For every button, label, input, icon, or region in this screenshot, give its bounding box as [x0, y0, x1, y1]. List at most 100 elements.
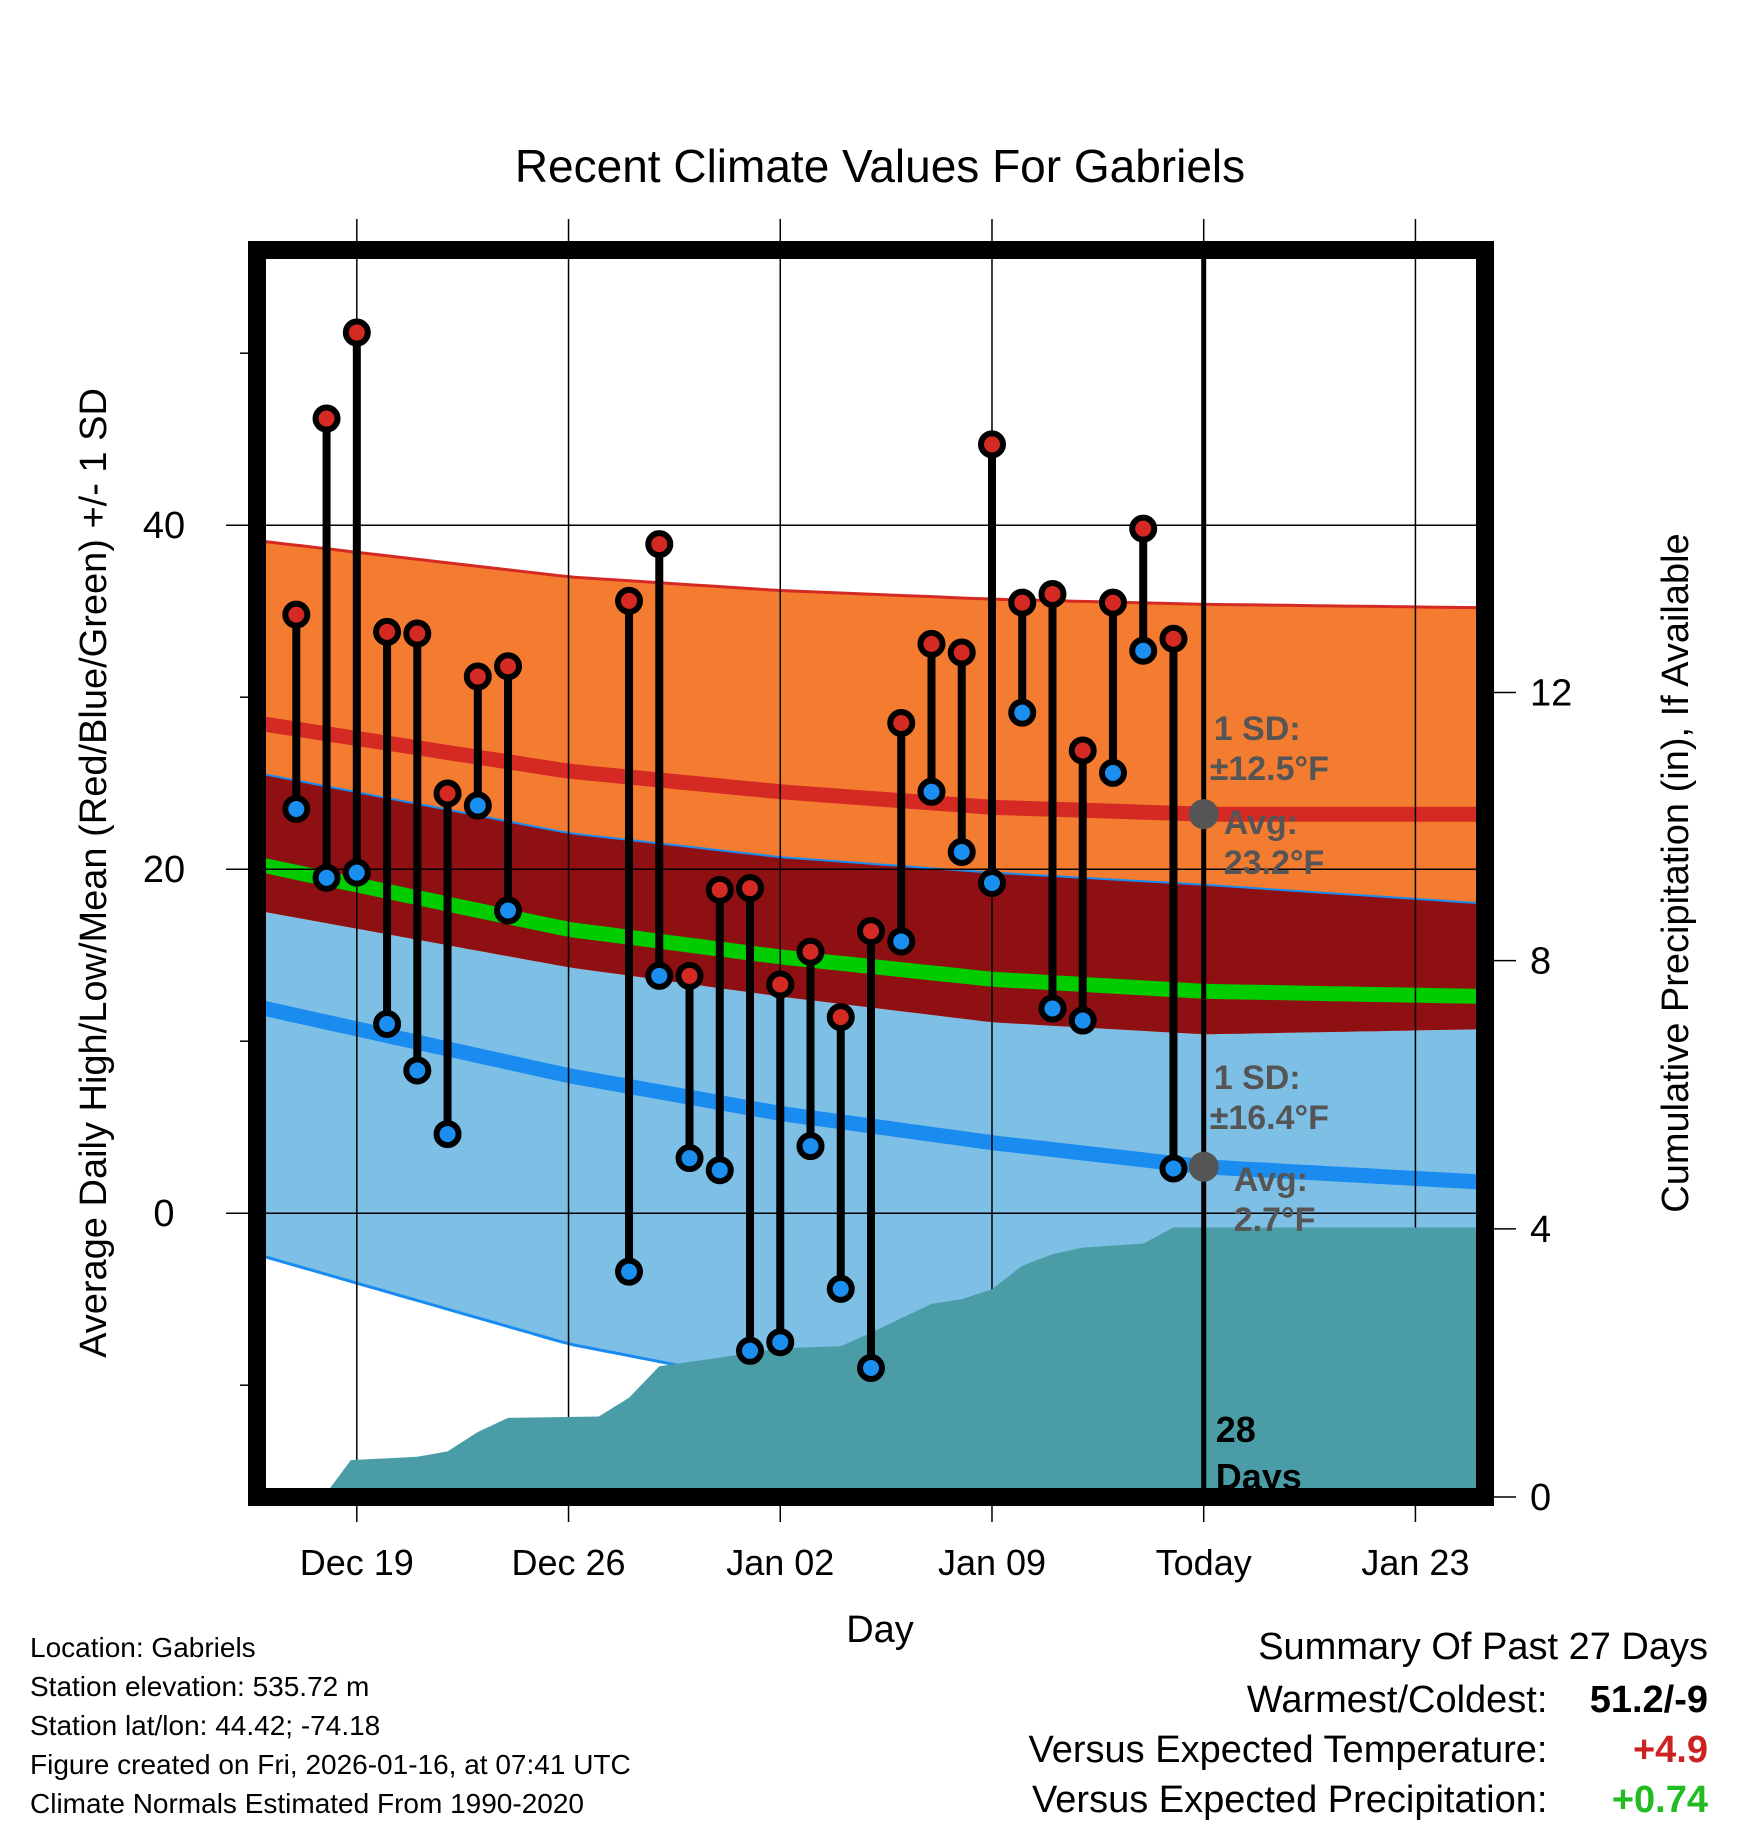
obs-high-point [947, 638, 976, 667]
figure-created: Figure created on Fri, 2026-01-16, at 07… [30, 1749, 631, 1780]
obs-low-point [1038, 994, 1067, 1023]
obs-low-point [1098, 758, 1127, 787]
station-location: Location: Gabriels [30, 1632, 256, 1663]
y-tick-label-left: 0 [153, 1193, 174, 1235]
obs-high-point [857, 917, 885, 946]
obs-high-point [675, 961, 704, 990]
y-axis-label-right: Cumulative Precipitation (in), If Availa… [1655, 533, 1697, 1212]
y-tick-label-right: 8 [1530, 941, 1551, 983]
today-normal-low-marker [1188, 1151, 1219, 1182]
temp-departure-label: Versus Expected Temperature: [1028, 1729, 1548, 1771]
obs-low-point [1068, 1006, 1097, 1035]
high-sd-label: 1 SD: [1214, 710, 1301, 748]
obs-low-point [1008, 698, 1037, 727]
high-avg-label: Avg: [1224, 804, 1298, 842]
precip-departure-value: +0.74 [1611, 1779, 1708, 1821]
obs-low-point [887, 927, 916, 956]
obs-high-point [1068, 736, 1097, 765]
obs-high-point [736, 874, 765, 903]
obs-high-point [494, 652, 523, 681]
obs-low-point [947, 838, 976, 866]
obs-low-point [766, 1328, 795, 1357]
high-sd-value: ±12.5°F [1210, 750, 1329, 788]
low-sd-label: 1 SD: [1214, 1059, 1301, 1097]
obs-high-point [977, 430, 1006, 459]
obs-high-point [705, 875, 734, 904]
obs-low-point [736, 1336, 765, 1365]
obs-low-point [342, 858, 371, 887]
obs-high-point [1008, 588, 1037, 617]
obs-low-point [675, 1144, 704, 1173]
obs-high-point [282, 600, 311, 629]
x-tick-label: Jan 02 [726, 1542, 834, 1583]
high-upper-edge [257, 539, 1483, 610]
obs-low-point [615, 1257, 644, 1286]
y-axis-label-left: Average Daily High/Low/Mean (Red/Blue/Gr… [73, 388, 115, 1358]
x-tick-label: Dec 19 [300, 1542, 414, 1583]
low-avg-label: Avg: [1234, 1161, 1308, 1199]
obs-high-point [766, 970, 795, 999]
precip-departure-label: Versus Expected Precipitation: [1032, 1779, 1548, 1821]
obs-low-point [312, 863, 341, 892]
y-tick-label-right: 0 [1530, 1477, 1551, 1519]
x-axis-label: Day [846, 1609, 914, 1651]
summary-precip-row: Versus Expected Precipitation: +0.74 [1029, 1775, 1708, 1825]
days-count-label: 28 [1216, 1409, 1256, 1450]
obs-low-point [796, 1132, 825, 1161]
obs-low-point [494, 896, 523, 925]
obs-high-point [433, 779, 462, 808]
obs-high-point [312, 404, 341, 433]
obs-low-point [977, 868, 1006, 897]
cumulative-precip-area [323, 1227, 1485, 1497]
chart-title: Recent Climate Values For Gabriels [515, 140, 1245, 192]
obs-low-point [282, 795, 311, 823]
obs-high-point [917, 629, 946, 658]
x-tick-label: Dec 26 [511, 1542, 625, 1583]
high-avg-value: 23.2°F [1224, 844, 1325, 882]
warmest-value: 51.2/-9 [1589, 1679, 1708, 1721]
low-avg-value: 2.7°F [1234, 1201, 1316, 1239]
x-tick-label: Today [1156, 1542, 1252, 1583]
obs-high-point [463, 662, 492, 691]
station-info: Location: Gabriels Station elevation: 53… [30, 1628, 631, 1823]
obs-low-point [463, 791, 492, 820]
obs-high-point [615, 586, 644, 615]
obs-high-point [645, 530, 674, 559]
y-tick-label-left: 40 [143, 505, 185, 547]
today-normal-high-marker [1188, 799, 1219, 830]
obs-low-point [857, 1354, 885, 1382]
obs-low-point [826, 1274, 855, 1303]
obs-high-point [1038, 580, 1067, 608]
obs-high-point [796, 937, 825, 966]
obs-low-point [917, 777, 946, 806]
summary-title: Summary Of Past 27 Days [1258, 1626, 1708, 1668]
obs-high-point [342, 318, 371, 347]
obs-low-point [645, 961, 674, 990]
summary-panel: Summary Of Past 27 Days Warmest/Coldest:… [1029, 1626, 1708, 1825]
normals-period: Climate Normals Estimated From 1990-2020 [30, 1788, 584, 1819]
x-tick-label: Jan 23 [1361, 1542, 1469, 1583]
obs-high-point [373, 617, 402, 646]
summary-temp-row: Versus Expected Temperature: +4.9 [1029, 1725, 1708, 1775]
obs-high-point [403, 619, 432, 648]
station-latlon: Station lat/lon: 44.42; -74.18 [30, 1710, 381, 1741]
obs-low-point [433, 1120, 462, 1149]
warmest-label: Warmest/Coldest: [1246, 1679, 1548, 1721]
plot-frame [248, 241, 1494, 1506]
obs-low-point [1159, 1154, 1188, 1183]
obs-high-point [887, 709, 916, 737]
obs-low-point [705, 1156, 734, 1185]
y-tick-label-right: 4 [1530, 1209, 1551, 1251]
obs-high-point [826, 1003, 855, 1032]
station-elevation: Station elevation: 535.72 m [30, 1671, 370, 1702]
obs-high-point [1159, 624, 1188, 653]
x-tick-label: Jan 09 [938, 1542, 1046, 1583]
low-sd-value: ±16.4°F [1210, 1099, 1329, 1137]
low-upper-edge [257, 771, 1483, 905]
normal-high-line [257, 715, 1482, 822]
summary-warmest-row: Warmest/Coldest: 51.2/-9 [1029, 1675, 1708, 1725]
y-tick-label-left: 20 [143, 849, 185, 891]
obs-high-point [1129, 514, 1158, 543]
temp-departure-value: +4.9 [1632, 1729, 1708, 1771]
